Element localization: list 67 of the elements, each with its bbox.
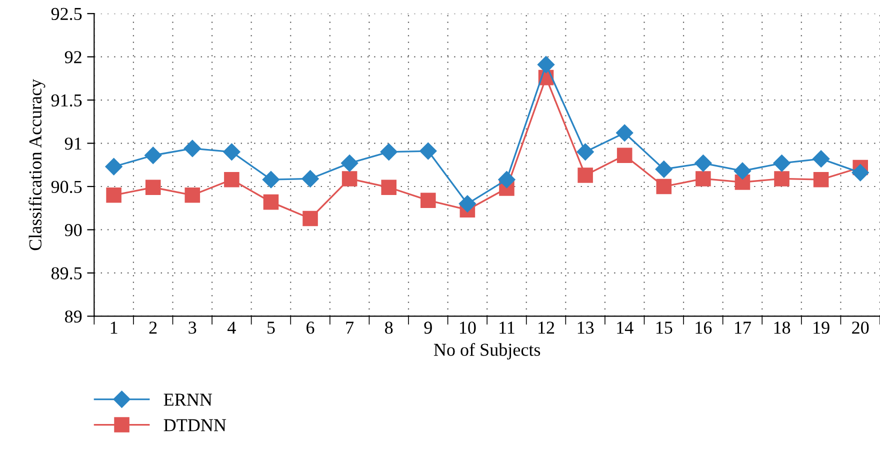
point	[381, 180, 396, 196]
x-tick-label: 11	[500, 322, 514, 334]
point	[813, 172, 829, 188]
point	[144, 146, 162, 164]
point	[655, 160, 672, 178]
y-tick-label: 91	[64, 138, 82, 150]
x-tick-label: 9	[424, 322, 432, 334]
x-tick-label: 18	[774, 322, 790, 334]
point	[576, 143, 594, 160]
point	[616, 124, 634, 142]
point	[262, 171, 280, 188]
x-tick-label: 17	[735, 322, 751, 334]
point	[341, 154, 358, 172]
point	[224, 172, 240, 188]
point	[458, 195, 476, 212]
x-tick-label: 4	[228, 322, 236, 334]
y-tick-label: 91.5	[51, 94, 82, 107]
x-tick-label: 14	[617, 322, 634, 334]
y-tick-label: 89	[64, 310, 82, 323]
point	[616, 148, 632, 164]
point	[773, 154, 790, 172]
y-tick-label: 92.5	[51, 8, 82, 20]
x-tick-label: 12	[538, 322, 554, 334]
point	[537, 56, 555, 74]
x-tick-label: 3	[188, 322, 196, 334]
point	[263, 194, 279, 210]
x-tick-label: 2	[149, 322, 157, 334]
point	[694, 154, 712, 172]
y-tick-label: 90	[64, 224, 82, 236]
point	[145, 180, 161, 196]
x-tick-label: 7	[346, 322, 354, 334]
x-tick-label: 20	[852, 322, 869, 334]
point	[578, 168, 593, 183]
point	[184, 188, 200, 203]
point	[420, 142, 437, 160]
point	[852, 164, 869, 182]
x-tick-label: 8	[385, 322, 393, 334]
y-axis-title: Classification Accuracy	[28, 78, 46, 250]
legend-label: ERNN	[164, 394, 212, 406]
point	[302, 170, 319, 188]
point	[498, 171, 516, 188]
x-tick-label: 13	[578, 322, 594, 334]
x-tick-label: 15	[656, 322, 672, 334]
point	[223, 143, 240, 160]
point	[420, 192, 436, 208]
x-tick-label: 5	[268, 322, 275, 334]
point	[774, 171, 790, 186]
x-axis-title: No of Subjects	[434, 342, 540, 360]
y-tick-label: 90.5	[51, 180, 82, 194]
x-tick-label: 16	[696, 322, 712, 334]
x-tick-label: 1	[110, 322, 118, 334]
point	[106, 188, 122, 203]
point	[380, 143, 398, 160]
point	[656, 178, 672, 194]
point	[184, 140, 201, 158]
x-tick-label: 10	[460, 322, 476, 334]
x-tick-label: 6	[306, 322, 314, 334]
x-tick-label: 19	[814, 322, 830, 334]
point	[105, 158, 122, 176]
point	[696, 171, 711, 186]
point	[812, 150, 830, 168]
point	[342, 171, 358, 186]
point	[302, 210, 318, 226]
y-tick-label: 92	[64, 51, 82, 64]
y-tick-label: 89.5	[51, 267, 82, 280]
point	[734, 162, 752, 180]
legend-label: DTDNN	[164, 419, 226, 432]
